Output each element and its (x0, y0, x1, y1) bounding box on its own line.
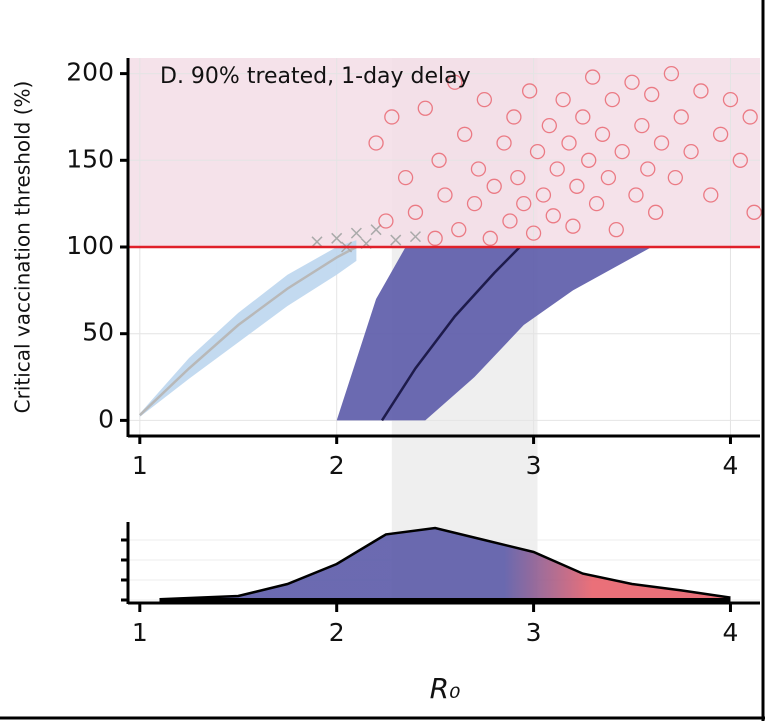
scatter-point (549, 161, 565, 177)
scatter-point (447, 74, 463, 90)
x-tick-label: 1 (132, 451, 148, 480)
scatter-point (502, 213, 518, 229)
scatter-point (437, 187, 453, 203)
scatter-point (600, 169, 617, 186)
density-area (159, 528, 731, 600)
scatter-point (506, 109, 522, 125)
scatter-point (368, 135, 384, 151)
x-tick-label: 3 (526, 451, 542, 480)
plot-layer: 0 50 100 150 200 1 2 3 4 1 2 3 4 (66, 58, 762, 647)
scatter-point (516, 196, 532, 212)
y-tick-label: 100 (66, 231, 114, 260)
scatter-point (466, 196, 483, 212)
cross-point (390, 234, 402, 246)
scatter-point (722, 91, 739, 108)
threshold-region (128, 58, 760, 247)
scatter-point (746, 204, 762, 220)
scatter-point (628, 187, 644, 203)
scatter-point (732, 152, 748, 168)
y-tick-label: 200 (66, 58, 114, 87)
scatter-point (604, 91, 620, 108)
scatter-point (525, 225, 542, 241)
line (380, 246, 521, 422)
cross-point (370, 224, 382, 236)
scatter-point (667, 169, 683, 186)
scatter-point (555, 91, 571, 108)
scatter-point (510, 169, 526, 186)
scatter-point (673, 109, 689, 125)
scatter-point (569, 178, 585, 194)
scatter-point (742, 109, 758, 125)
y-tick-label: 50 (82, 318, 114, 347)
x-tick-label: 1 (132, 618, 148, 647)
scatter-point (653, 135, 670, 151)
scatter-point (640, 161, 656, 177)
scatter-point (384, 109, 400, 125)
line (138, 245, 357, 417)
scatter-point (588, 196, 605, 212)
scatter-point (427, 230, 443, 246)
scatter-point (545, 208, 561, 224)
density-line (159, 526, 731, 601)
x-tick-label: 3 (526, 618, 542, 647)
scatter-point (486, 178, 502, 194)
scatter-point (496, 135, 512, 151)
scatter-point (535, 187, 552, 203)
scatter-point (417, 100, 433, 116)
scatter-point (521, 83, 538, 99)
scatter-point (703, 187, 719, 203)
scatter-point (594, 126, 611, 142)
scatter-point (476, 91, 493, 108)
scatter-point (470, 161, 487, 177)
scatter-point (693, 83, 709, 99)
scatter-point (608, 222, 624, 238)
x-tick-label: 4 (723, 618, 739, 647)
scatter-point (561, 135, 577, 151)
scatter-point (451, 222, 467, 238)
cross-point (311, 236, 323, 248)
scatter-point (565, 218, 581, 234)
x-tick-label: 2 (329, 451, 345, 480)
scatter-point (541, 117, 557, 134)
scatter-point (431, 152, 447, 168)
y-tick-label: 150 (66, 144, 114, 173)
scatter-point (397, 169, 414, 186)
y-axis-label: Critical vaccination threshold (%) (11, 81, 35, 414)
scatter-point (624, 74, 640, 90)
scatter-point (575, 109, 591, 125)
scatter-point (378, 213, 394, 229)
scatter-point (529, 143, 546, 160)
x-tick-label: 2 (329, 618, 345, 647)
y-tick-label: 0 (98, 404, 114, 433)
band (139, 240, 357, 417)
scatter-point (644, 86, 660, 103)
scatter-point (712, 126, 729, 142)
cross-point (409, 231, 421, 243)
scatter-point (457, 126, 473, 142)
x-tick-label: 4 (723, 451, 739, 480)
scatter-point (683, 143, 699, 160)
cross-point (350, 227, 362, 239)
scatter-point (482, 230, 498, 246)
x-axis-label: R₀ (430, 672, 461, 705)
scatter-point (584, 69, 601, 85)
panel-title: D. 90% treated, 1-day delay (160, 64, 471, 89)
scatter-point (614, 143, 630, 160)
scatter-point (648, 204, 664, 220)
cross-point (331, 232, 343, 244)
scatter-point (581, 152, 597, 168)
band (336, 247, 652, 421)
scatter-point (634, 117, 650, 134)
scatter-point (663, 65, 680, 82)
scatter-point (407, 204, 424, 220)
